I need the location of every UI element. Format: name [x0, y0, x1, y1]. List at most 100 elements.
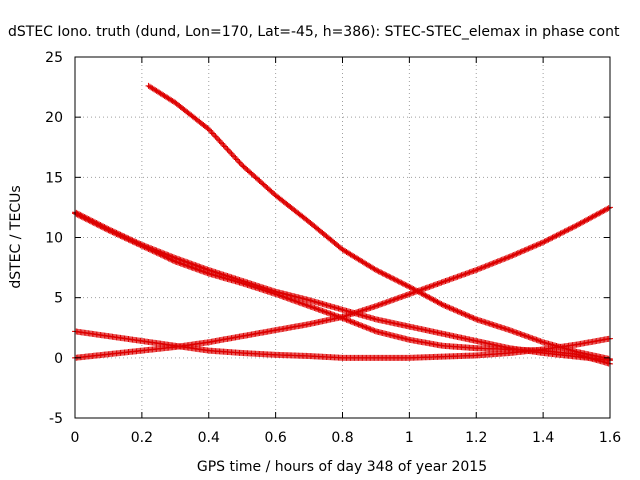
data-point	[148, 247, 155, 254]
data-point	[438, 301, 445, 308]
data-point	[573, 222, 580, 229]
data-point	[362, 324, 369, 331]
data-point	[520, 247, 527, 254]
data-point	[94, 221, 101, 228]
data-point	[470, 315, 477, 322]
data-point	[204, 125, 211, 132]
data-point	[466, 313, 473, 320]
data-point	[207, 127, 214, 134]
data-point	[550, 233, 557, 240]
data-point	[149, 247, 156, 254]
data-point	[522, 246, 529, 253]
data-point	[518, 248, 525, 255]
series-2-marks	[145, 82, 613, 363]
data-point	[589, 213, 596, 220]
data-point	[152, 249, 159, 256]
series-1-marks	[72, 209, 613, 364]
data-point	[431, 297, 438, 304]
data-point	[498, 256, 505, 263]
data-point	[435, 299, 442, 306]
data-point	[383, 272, 390, 279]
data-point	[465, 312, 472, 319]
data-point	[229, 152, 236, 159]
data-point	[497, 257, 504, 264]
data-point	[478, 264, 485, 271]
data-point	[378, 269, 385, 276]
data-point	[487, 261, 494, 268]
data-point	[407, 284, 414, 291]
x-tick-label: 0.2	[131, 430, 153, 446]
data-point	[162, 254, 169, 261]
data-point	[513, 250, 520, 257]
data-point	[581, 218, 588, 225]
x-axis-label: GPS time / hours of day 348 of year 2015	[197, 459, 487, 475]
data-point	[360, 323, 367, 330]
data-point	[140, 243, 147, 250]
data-point	[554, 231, 561, 238]
data-point	[549, 234, 556, 241]
data-point	[561, 228, 568, 235]
data-point	[74, 211, 81, 218]
data-point	[458, 309, 465, 316]
data-point	[449, 305, 456, 312]
data-point	[402, 281, 409, 288]
data-point	[544, 237, 551, 244]
x-tick-label: 0.4	[198, 430, 220, 446]
data-point	[525, 245, 532, 252]
data-point	[113, 231, 120, 238]
data-point	[364, 325, 371, 332]
data-point	[393, 277, 399, 284]
y-tick-label: 10	[45, 231, 63, 247]
data-point	[569, 224, 576, 231]
data-point	[395, 278, 402, 285]
data-point	[493, 259, 500, 266]
y-tick-label: 20	[45, 110, 63, 126]
data-point	[85, 217, 92, 224]
data-point	[134, 241, 141, 248]
data-point	[604, 205, 611, 212]
y-tick-label: 15	[45, 170, 63, 186]
data-point	[463, 312, 470, 319]
data-point	[154, 250, 161, 257]
data-point	[217, 139, 224, 146]
data-point	[592, 212, 599, 219]
data-point	[423, 293, 430, 300]
data-point	[133, 240, 140, 247]
x-tick-label: 1.2	[465, 430, 487, 446]
data-point	[491, 259, 498, 266]
data-point	[553, 232, 560, 239]
tick-labels: 0 0.2 0.4 0.6 0.8 1 1.2 1.4 1.6 -5 0 5 10 15 20 25	[45, 50, 621, 446]
data-point	[121, 234, 128, 241]
data-point	[451, 307, 458, 314]
data-point	[467, 314, 474, 321]
data-point	[570, 223, 577, 230]
data-point	[98, 223, 105, 230]
data-point	[405, 283, 412, 290]
data-point	[90, 219, 97, 226]
data-point	[433, 298, 440, 305]
data-point	[370, 327, 377, 334]
data-point	[236, 159, 243, 166]
data-point	[397, 279, 404, 286]
data-point	[584, 216, 591, 223]
grid-lines	[75, 57, 610, 418]
data-point	[546, 235, 553, 242]
data-point	[358, 322, 365, 329]
data-point	[477, 265, 484, 272]
data-point	[124, 236, 131, 243]
data-point	[461, 311, 468, 318]
data-point	[453, 307, 460, 314]
data-point	[532, 242, 539, 249]
data-point	[462, 311, 469, 318]
data-point	[116, 232, 123, 239]
data-point	[471, 315, 478, 322]
data-point	[165, 255, 172, 262]
data-point	[232, 155, 239, 162]
data-point	[205, 126, 212, 133]
data-point	[597, 209, 604, 216]
data-point	[541, 238, 548, 245]
data-point	[394, 277, 401, 284]
data-point	[556, 231, 563, 238]
data-point	[351, 319, 358, 326]
